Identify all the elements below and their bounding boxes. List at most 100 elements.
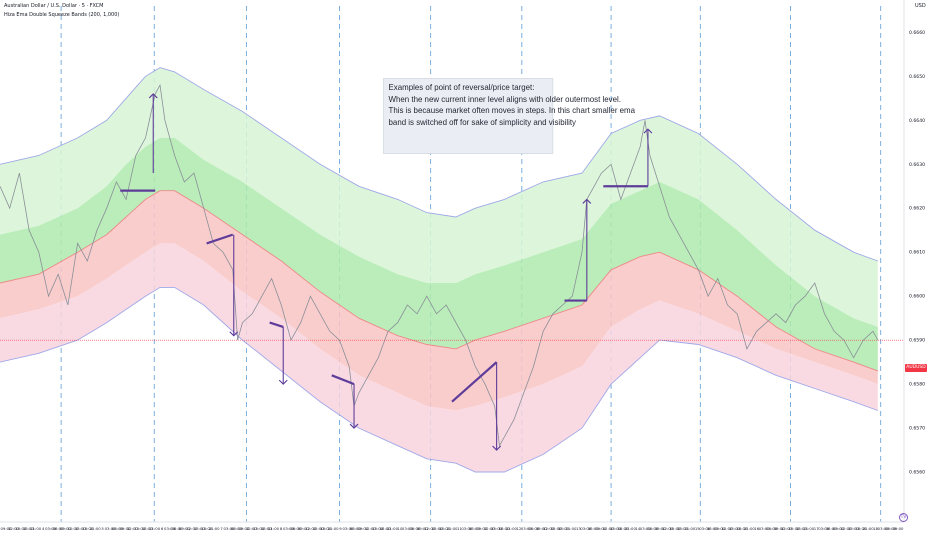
time-tick-label: 06:00 xyxy=(53,526,65,531)
time-tick-label: 11 xyxy=(457,526,462,531)
time-tick-label: 15:00 xyxy=(788,526,800,531)
time-tick-label: 09:00 xyxy=(60,526,72,531)
time-tick-label: 18:00 xyxy=(261,526,273,531)
time-tick-label: 21:00 xyxy=(684,526,696,531)
price-axis[interactable]: 0.6560 0.6570 0.6580 0.6590 0.6600 0.6610 0.66… xyxy=(909,30,925,476)
time-tick-label: 18 xyxy=(873,526,878,531)
time-tick-label: 18:00 xyxy=(677,526,689,531)
time-tick-label: 06:00 xyxy=(766,526,778,531)
ema-band-lines xyxy=(0,67,878,473)
time-tick-label: 21:00 xyxy=(447,526,459,531)
tradingview-logo-icon: TV xyxy=(899,513,908,522)
time-tick-label: 21:00 xyxy=(863,526,875,531)
annotation-note: Examples of point of reversal/price targ… xyxy=(383,78,635,154)
price-tick-label: 0.6620 xyxy=(909,206,925,212)
time-tick-label: 12:00 xyxy=(662,526,674,531)
time-tick-label: 09:00 xyxy=(536,526,548,531)
price-tick-label: 0.6600 xyxy=(909,294,925,300)
time-tick-label: 06:00 xyxy=(290,526,302,531)
time-tick-label: 10 xyxy=(398,526,403,531)
time-tick-label: 15:00 xyxy=(491,526,503,531)
time-tick-label: 09:00 xyxy=(476,526,488,531)
level-marker xyxy=(331,374,355,386)
note-line: Examples of point of reversal/price targ… xyxy=(388,82,535,92)
time-tick-label: 15:00 xyxy=(253,526,265,531)
band-line-outer-upper xyxy=(0,67,878,262)
time-tick-label: 12:00 xyxy=(543,526,555,531)
time-tick-label: 09:00 xyxy=(595,526,607,531)
time-tick-label: 21:00 xyxy=(30,526,42,531)
price-tick-label: 0.6640 xyxy=(909,118,925,124)
time-tick-label: 16 xyxy=(754,526,759,531)
time-tick-label: 03:00 xyxy=(759,526,771,531)
time-tick-label: 9 xyxy=(339,526,342,531)
current-price-badge: AUDUSD 0.6590 xyxy=(905,364,927,378)
time-tick-label: 09:00 xyxy=(714,526,726,531)
arrow-head-icon xyxy=(278,379,288,385)
time-tick-label: 12:00 xyxy=(424,526,436,531)
time-tick-label: 06:00 xyxy=(469,526,481,531)
time-tick-label: 21:00 xyxy=(149,526,161,531)
indicator-title: Hiza Ema Double Squeeze Bands (200, 1,00… xyxy=(4,12,120,18)
time-tick-label: 15:00 xyxy=(551,526,563,531)
time-tick-label: 18:00 xyxy=(320,526,332,531)
time-tick-label: 21:00 xyxy=(565,526,577,531)
ema-bands xyxy=(0,67,878,472)
price-tick-label: 0.6630 xyxy=(909,162,925,168)
time-tick-label: 18:00 xyxy=(201,526,213,531)
time-tick-label: 03:00 xyxy=(224,526,236,531)
time-tick-label: 21:00 xyxy=(268,526,280,531)
time-tick-label: 09:00 xyxy=(298,526,310,531)
time-tick-label: 03:00 xyxy=(580,526,592,531)
time-tick-label: 18:00 xyxy=(380,526,392,531)
time-tick-label: 06:00 xyxy=(528,526,540,531)
time-tick-label: 21:00 xyxy=(744,526,756,531)
time-tick-label: 09:00 xyxy=(893,526,905,531)
time-tick-label: 12:00 xyxy=(840,526,852,531)
band-line-center xyxy=(0,190,878,372)
band-lower-outer-fill xyxy=(0,243,878,472)
time-tick-label: 18:00 xyxy=(142,526,154,531)
level-marker xyxy=(451,361,498,403)
time-tick-label: 15:00 xyxy=(75,526,87,531)
time-tick-label: 09:00 xyxy=(357,526,369,531)
time-tick-label: 09:00 xyxy=(655,526,667,531)
time-tick-label: 15:00 xyxy=(610,526,622,531)
arrow-head-icon xyxy=(643,128,653,134)
price-tick-label: 0.6610 xyxy=(909,250,925,256)
arrow-head-icon xyxy=(492,445,502,451)
price-tick-label: 0.6580 xyxy=(909,382,925,388)
price-tick-label: 0.6660 xyxy=(909,30,925,36)
band-line-outer-lower xyxy=(0,286,878,473)
time-tick-label: 18:00 xyxy=(796,526,808,531)
time-tick-label: 06:00 xyxy=(885,526,897,531)
arrow-head-icon xyxy=(229,331,239,337)
time-tick-label: 6 xyxy=(161,526,164,531)
time-tick-label: 12:00 xyxy=(186,526,198,531)
note-line: band is switched off for sake of simplic… xyxy=(388,116,577,127)
time-tick-label: 09:00 xyxy=(119,526,131,531)
time-tick-label: 21:00 xyxy=(387,526,399,531)
time-tick-label: 7 xyxy=(220,526,223,531)
time-tick-label: 03:00 xyxy=(164,526,176,531)
arrow-head-icon xyxy=(349,423,359,429)
reversal-markers xyxy=(120,93,653,451)
time-tick-label: 12 xyxy=(516,526,521,531)
time-tick-label: 21:00 xyxy=(209,526,221,531)
band-upper-outer-fill xyxy=(0,67,878,327)
price-line xyxy=(0,83,879,447)
time-tick-label: 06:00 xyxy=(231,526,243,531)
time-tick-label: 03:00 xyxy=(461,526,473,531)
time-tick-label: 12:00 xyxy=(781,526,793,531)
time-tick-label: 03:00 xyxy=(818,526,830,531)
time-tick-label: 14 xyxy=(635,526,640,531)
time-tick-label: 03:00 xyxy=(699,526,711,531)
note-line: When the new current inner level aligns … xyxy=(388,93,621,104)
price-tick-label: 0.6650 xyxy=(909,74,925,80)
time-tick-label: 06:00 xyxy=(112,526,124,531)
time-tick-label: 03:00 xyxy=(283,526,295,531)
time-tick-label: 5 xyxy=(101,526,104,531)
time-tick-label: 12:00 xyxy=(484,526,496,531)
